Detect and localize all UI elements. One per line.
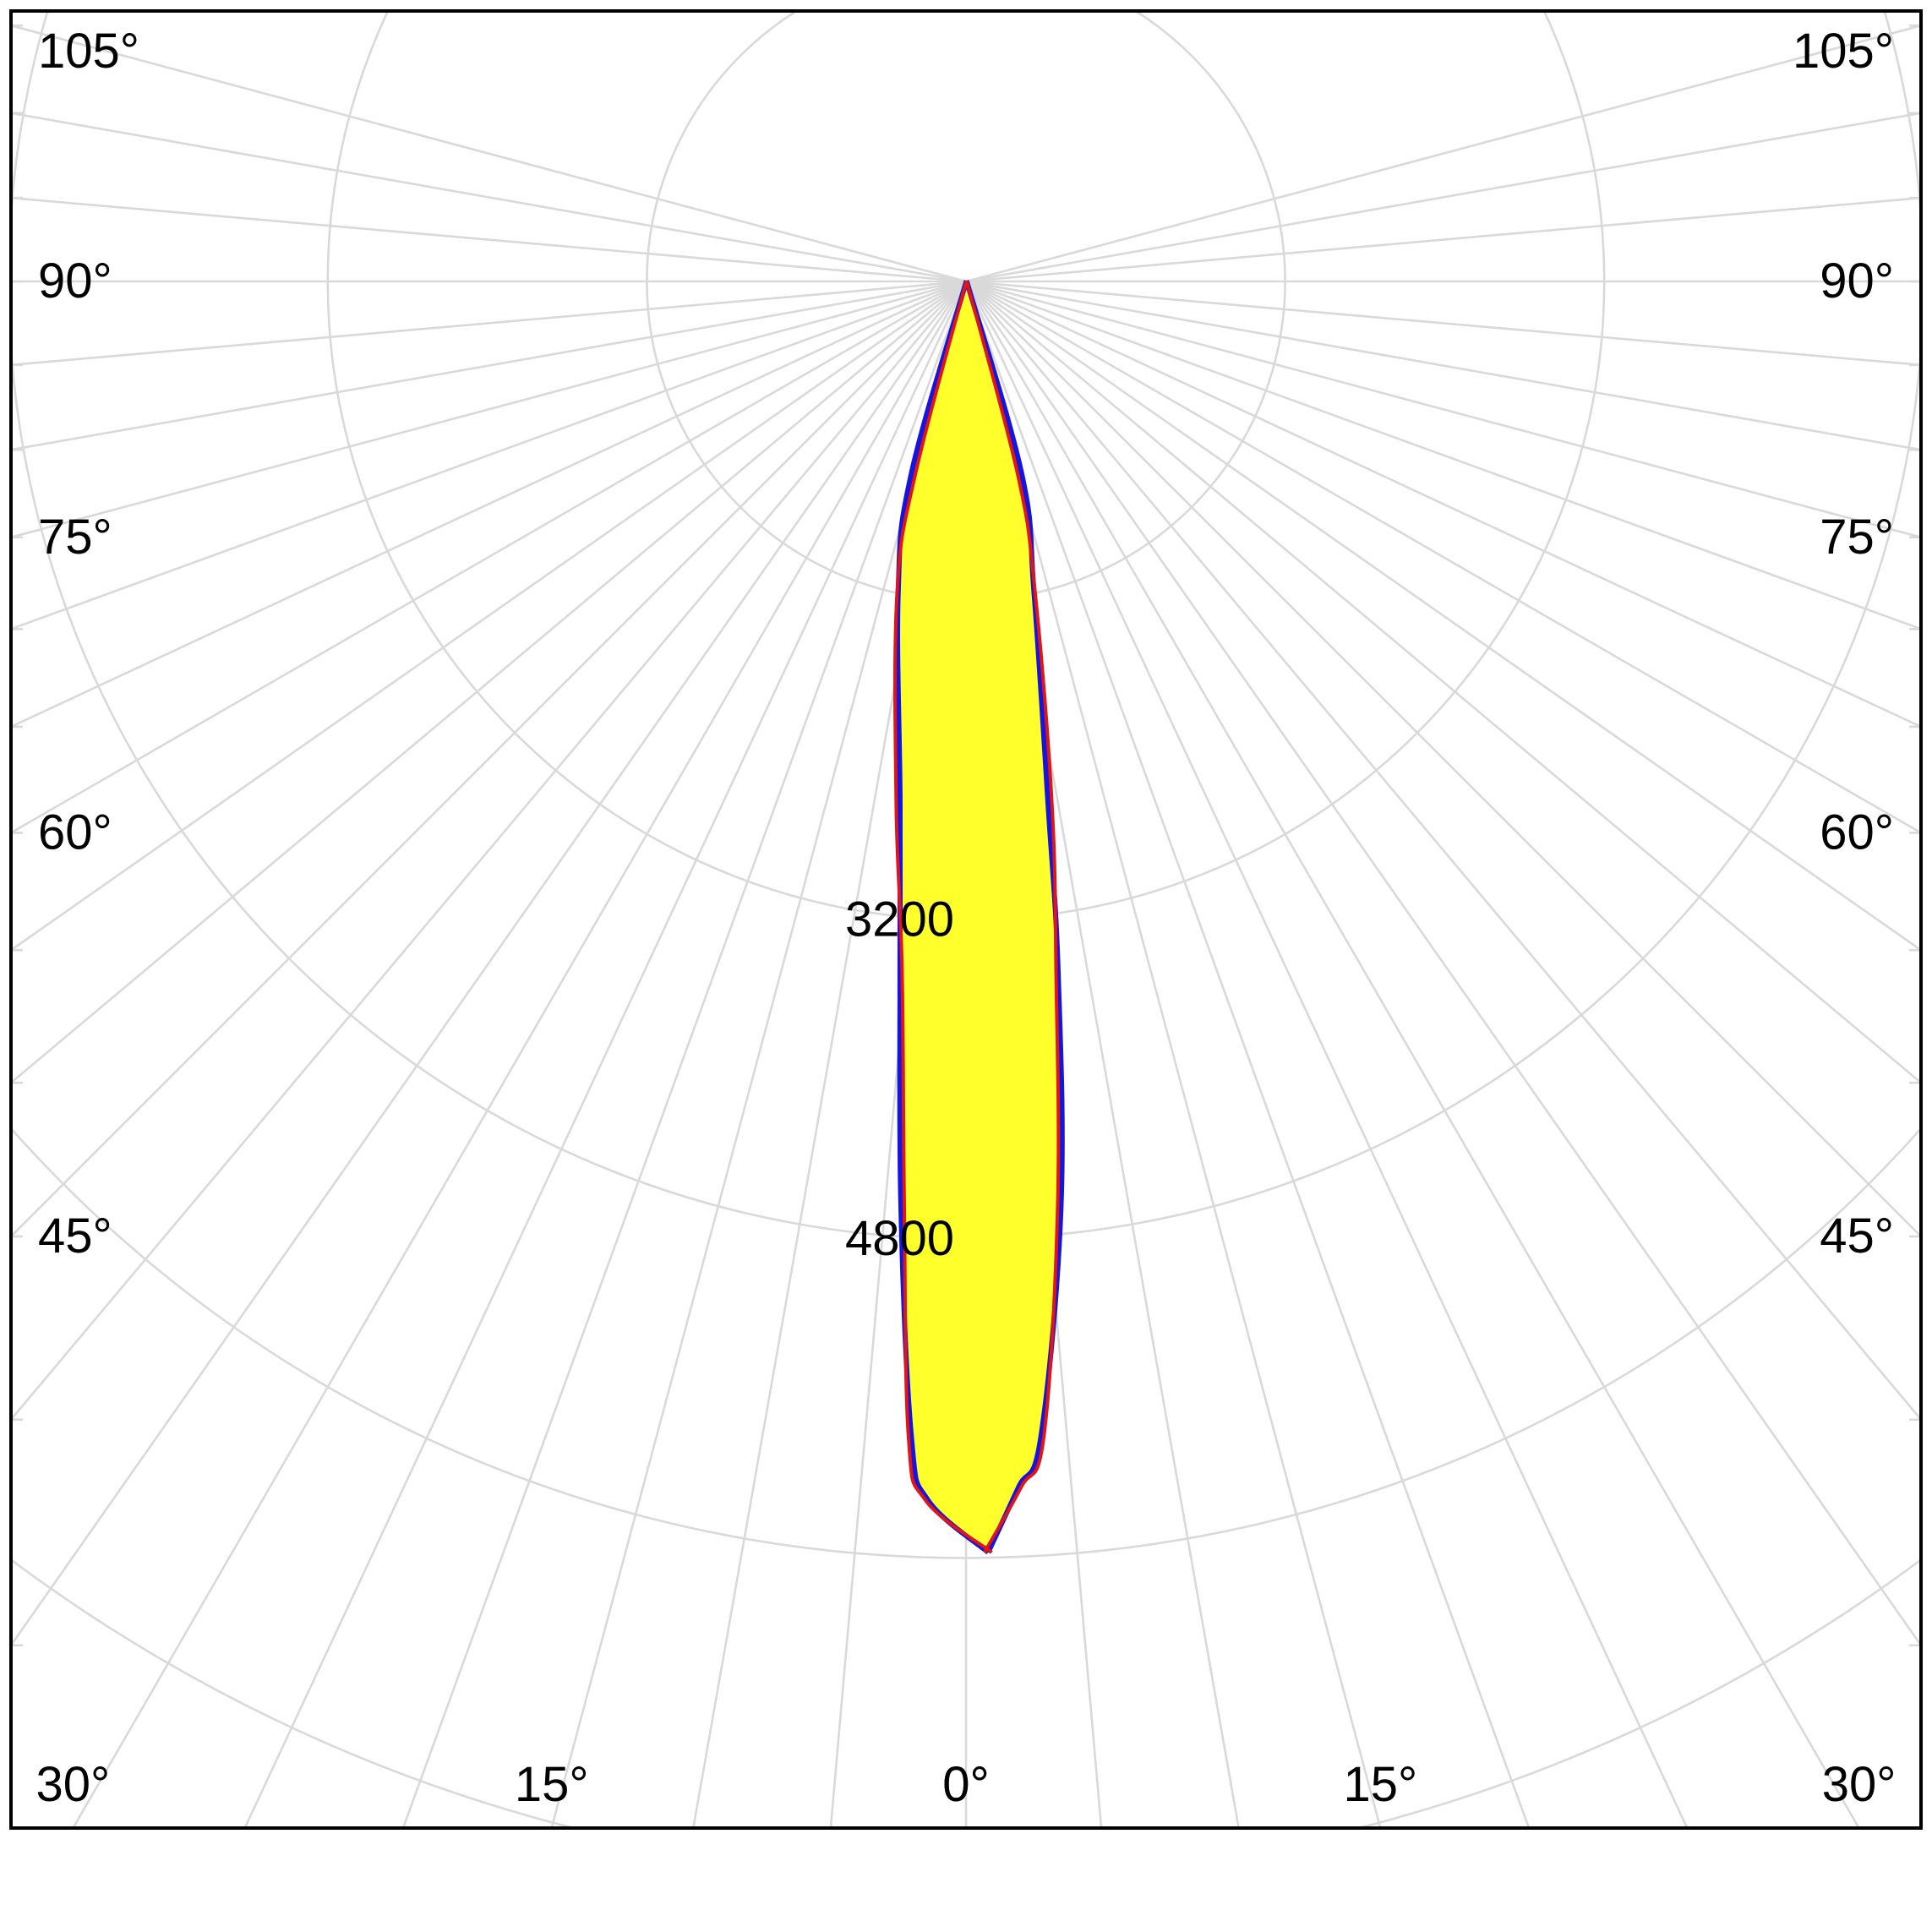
svg-text:60°: 60° — [1820, 805, 1894, 860]
svg-text:30°: 30° — [36, 1757, 111, 1812]
svg-text:45°: 45° — [1820, 1209, 1894, 1263]
svg-text:90°: 90° — [38, 254, 112, 308]
svg-text:90°: 90° — [1820, 254, 1894, 308]
svg-text:4800: 4800 — [845, 1211, 954, 1266]
svg-text:60°: 60° — [38, 805, 112, 860]
svg-text:75°: 75° — [38, 510, 112, 565]
svg-text:0°: 0° — [942, 1757, 989, 1812]
svg-text:45°: 45° — [38, 1209, 112, 1263]
svg-text:15°: 15° — [515, 1757, 589, 1812]
svg-text:15°: 15° — [1343, 1757, 1417, 1812]
svg-text:3200: 3200 — [845, 892, 954, 947]
svg-text:105°: 105° — [38, 24, 139, 79]
svg-text:105°: 105° — [1793, 24, 1894, 79]
svg-text:30°: 30° — [1822, 1757, 1897, 1812]
svg-text:75°: 75° — [1820, 510, 1894, 565]
